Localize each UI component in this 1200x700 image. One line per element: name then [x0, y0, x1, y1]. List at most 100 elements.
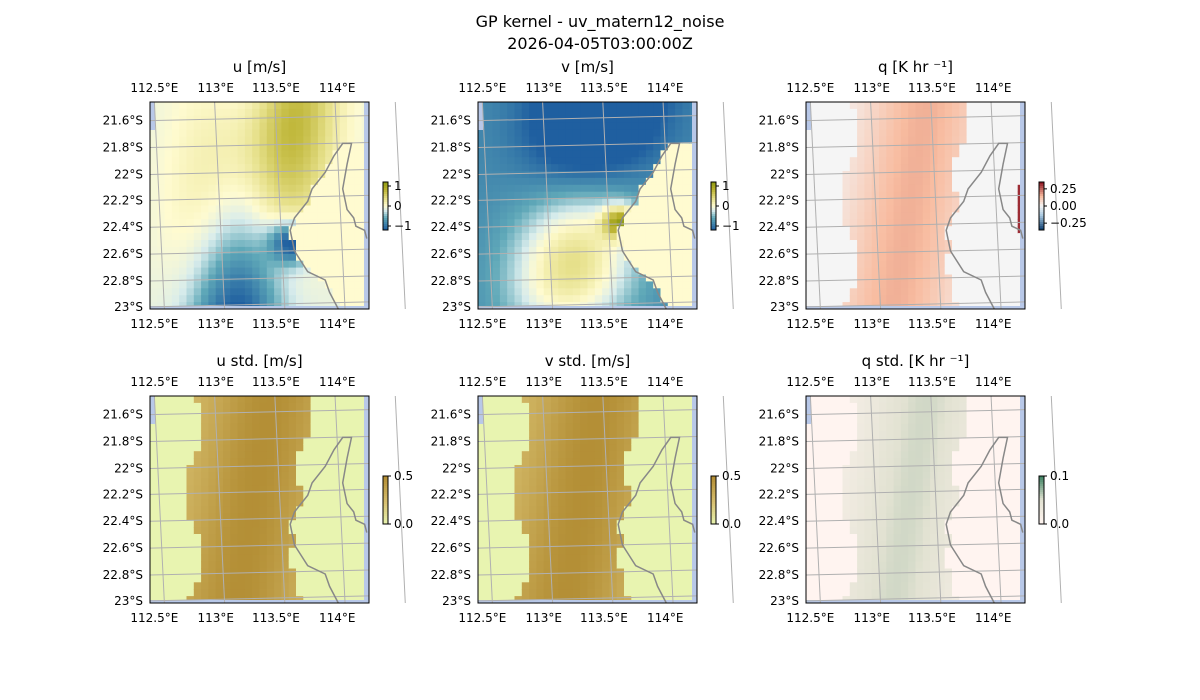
heatmap-cell	[536, 260, 545, 269]
heatmap-cell	[354, 281, 363, 289]
heatmap-cell	[995, 260, 1004, 269]
heatmap-cell	[653, 150, 661, 158]
heatmap-cell	[157, 430, 166, 438]
heatmap-cell	[973, 198, 982, 206]
heatmap-cell	[565, 260, 574, 269]
heatmap-cell	[347, 568, 355, 576]
heatmap-cell	[631, 534, 640, 542]
heatmap-cell	[806, 295, 814, 303]
heatmap-cell	[529, 122, 537, 131]
heatmap-cell	[310, 157, 319, 165]
heatmap-cell	[631, 129, 640, 137]
heatmap-cell	[499, 205, 508, 213]
heatmap-cell	[507, 568, 515, 576]
heatmap-cell	[835, 547, 843, 556]
heatmap-cell	[638, 240, 647, 248]
heatmap-cell	[492, 281, 501, 289]
heatmap-cell	[1010, 150, 1019, 158]
heatmap-cell	[543, 233, 552, 241]
heatmap-cell	[237, 444, 246, 452]
heatmap-cell	[325, 492, 333, 500]
heatmap-cell	[317, 506, 326, 514]
heatmap-cell	[966, 184, 975, 193]
heatmap-cell	[529, 540, 537, 549]
heatmap-cell	[572, 444, 581, 452]
heatmap-cell	[594, 288, 603, 296]
heatmap-cell	[1010, 102, 1019, 110]
heatmap-cell	[594, 164, 603, 172]
heatmap-cell	[492, 451, 501, 459]
heatmap-cell	[492, 240, 501, 248]
heatmap-cell	[653, 540, 661, 549]
heatmap-cell	[638, 108, 647, 117]
heatmap-cell	[259, 430, 268, 438]
heatmap-cell	[288, 122, 297, 131]
heatmap-cell	[908, 157, 916, 165]
heatmap-cell	[179, 177, 187, 186]
heatmap-cell	[827, 582, 836, 590]
heatmap-cell	[806, 471, 814, 480]
heatmap-cell	[653, 136, 661, 144]
heatmap-cell	[274, 540, 282, 549]
heatmap-cell	[514, 499, 523, 507]
heatmap-cell	[871, 274, 880, 282]
axes-frame	[149, 395, 370, 604]
heatmap-cell	[281, 596, 290, 604]
heatmap-cell	[317, 295, 326, 303]
heatmap-cell	[653, 534, 661, 542]
colorbar-segment	[711, 516, 716, 519]
heatmap-cell	[521, 430, 530, 438]
heatmap-cell	[835, 430, 843, 438]
heatmap-cell	[638, 136, 647, 144]
heatmap-cell	[171, 129, 180, 137]
heatmap-cell	[609, 423, 618, 431]
heatmap-cell	[157, 302, 166, 310]
heatmap-cell	[499, 115, 508, 124]
heatmap-cell	[171, 122, 180, 131]
heatmap-cell	[164, 575, 173, 583]
heatmap-cell	[543, 253, 552, 262]
heatmap-cell	[886, 150, 895, 158]
heatmap-cell	[879, 267, 887, 275]
heatmap-cell	[806, 506, 814, 514]
colorbar-tick-label: −1	[722, 219, 740, 233]
heatmap-cell	[230, 582, 239, 590]
heatmap-cell	[521, 451, 530, 459]
heatmap-cell	[521, 582, 530, 590]
heatmap-cell	[252, 513, 260, 521]
heatmap-cell	[587, 396, 596, 404]
heatmap-cell	[572, 177, 581, 186]
heatmap-cell	[536, 226, 545, 234]
heatmap-cell	[354, 108, 363, 117]
heatmap-cell	[179, 198, 187, 206]
heatmap-cell	[594, 302, 603, 310]
heatmap-cell	[521, 437, 530, 445]
heatmap-cell	[485, 520, 494, 528]
heatmap-cell	[966, 260, 975, 269]
heatmap-cell	[930, 295, 938, 303]
heatmap-cell	[806, 177, 814, 186]
heatmap-cell	[565, 191, 574, 200]
heatmap-cell	[624, 499, 632, 507]
heatmap-cell	[893, 212, 902, 220]
heatmap-cell	[157, 520, 166, 528]
heatmap-cell	[952, 122, 960, 131]
heatmap-cell	[653, 423, 661, 431]
heatmap-cell	[332, 246, 341, 255]
heatmap-cell	[244, 281, 253, 289]
heatmap-cell	[835, 191, 843, 200]
heatmap-cell	[478, 444, 486, 452]
heatmap-cell	[820, 513, 829, 521]
heatmap-cell	[339, 554, 348, 563]
colorbar-segment	[383, 206, 388, 209]
heatmap-cell	[660, 492, 669, 500]
heatmap-cell	[543, 589, 552, 597]
heatmap-cell	[645, 396, 654, 404]
gridline	[149, 409, 370, 416]
heatmap-cell	[1003, 102, 1011, 110]
heatmap-cell	[492, 150, 501, 158]
heatmap-cell	[281, 260, 290, 269]
heatmap-cell	[988, 274, 997, 282]
heatmap-cell	[193, 157, 202, 165]
heatmap-cell	[551, 150, 559, 158]
